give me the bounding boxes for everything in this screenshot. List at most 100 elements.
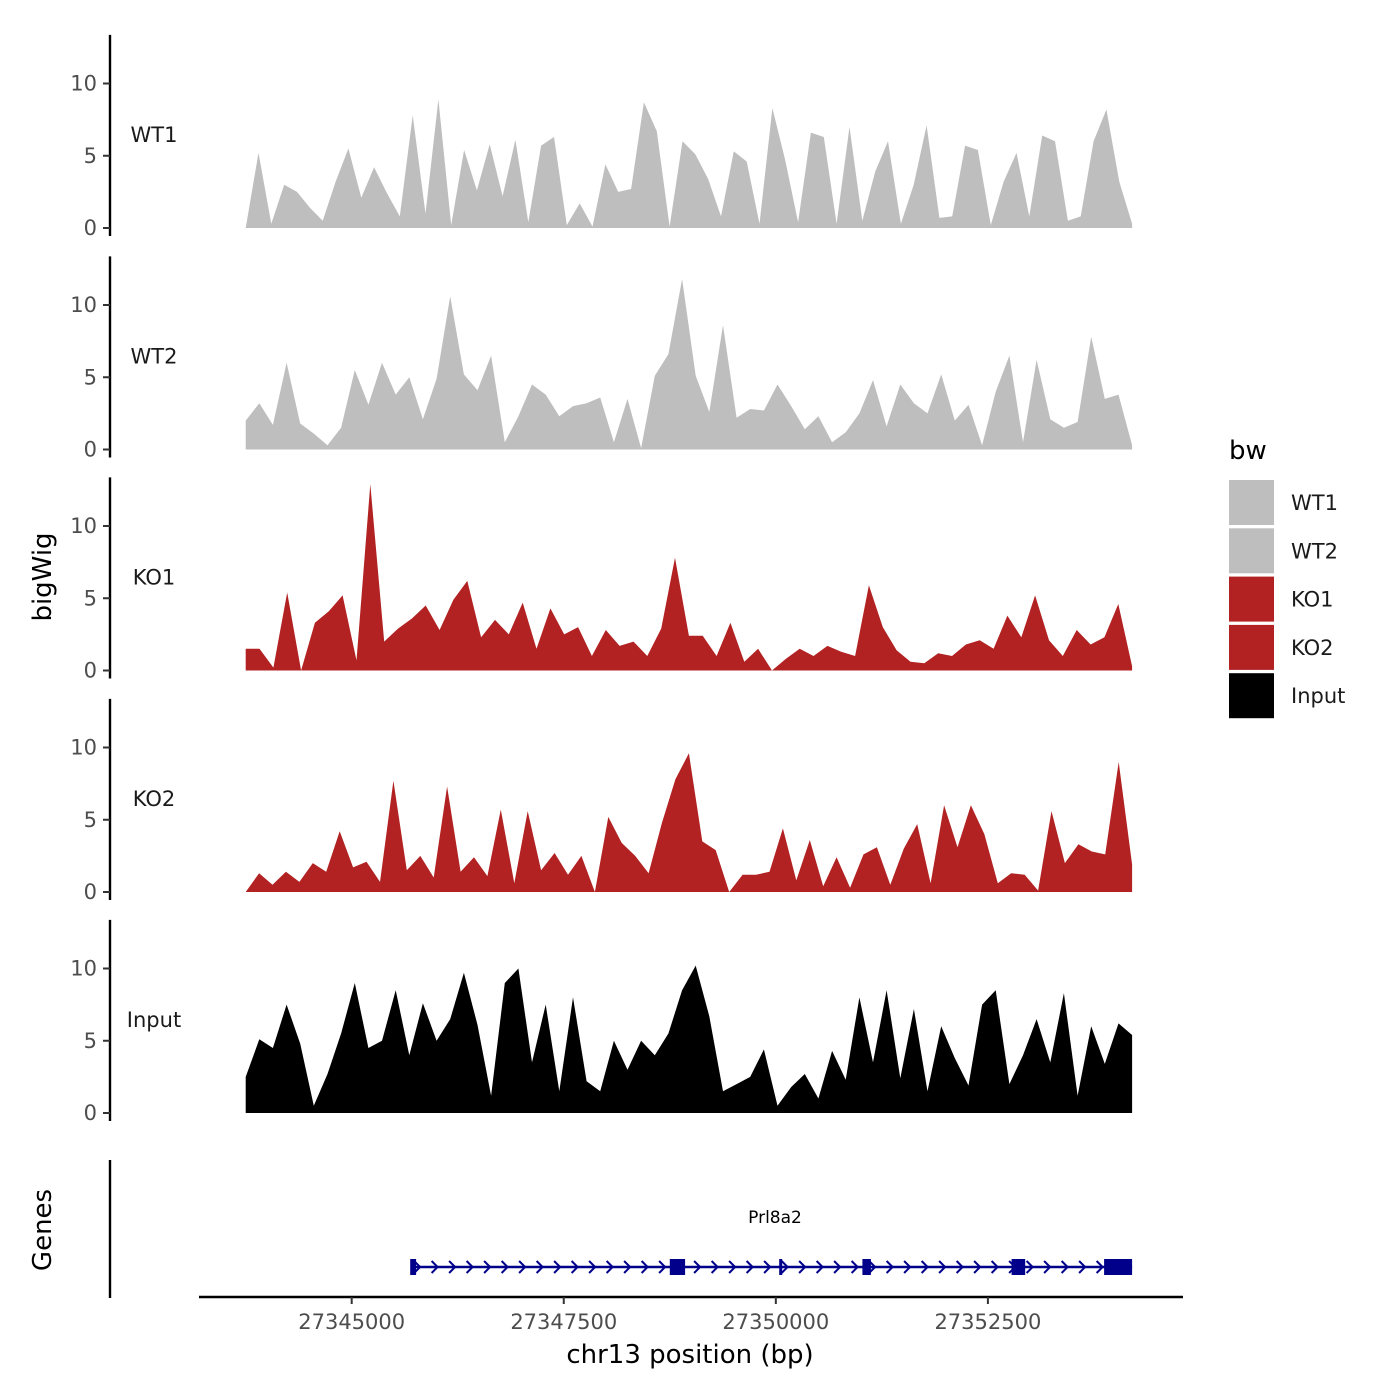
strand-arrow [903,1260,912,1274]
strand-arrow [798,1260,807,1274]
x-tick-label: 27347500 [510,1310,617,1334]
strand-arrow [780,1260,790,1274]
y-tick-label: 5 [84,808,97,832]
x-axis-title: chr13 position (bp) [566,1340,813,1370]
legend-label: KO2 [1291,636,1334,660]
legend-label: WT2 [1291,539,1338,563]
y-tick-label: 0 [84,880,97,904]
y-axis-title: bigWig [28,532,58,621]
legend-item-wt1: WT1 [1229,480,1338,525]
y-tick-label: 0 [84,216,97,240]
strand-arrow [938,1260,947,1274]
legend-item-ko1: KO1 [1229,576,1334,622]
strand-arrow [623,1260,632,1274]
x-axis: chr13 position (bp) 27345000 27347500 2735… [199,1295,1183,1370]
x-tick-label: 27345000 [298,1310,405,1334]
strand-arrow [955,1260,965,1274]
strand-arrow [990,1260,1000,1274]
track-label: KO2 [133,787,176,811]
x-tick-label: 27350000 [722,1310,829,1334]
legend-item-ko2: KO2 [1229,624,1334,670]
strand-arrow [1025,1260,1035,1274]
strand-arrow [500,1260,510,1274]
track-input: 0 5 10 Input [70,919,1133,1125]
strand-arrow [535,1260,545,1274]
track-label: KO1 [133,566,176,590]
strand-arrow [465,1260,475,1274]
strand-arrow [833,1260,842,1274]
genes-track: Prl8a2 [108,1160,1133,1298]
exon [779,1259,783,1275]
y-tick-label: 5 [84,1029,97,1053]
track-ko2: 0 5 10 KO2 [70,698,1133,904]
exon [862,1259,871,1275]
track-wt2: 0 5 10 WT2 [70,256,1133,462]
strand-arrow [850,1260,860,1274]
strand-arrow [658,1260,667,1274]
strand-arrow [973,1260,982,1274]
strand-arrow [518,1260,527,1274]
strand-arrow [430,1260,440,1274]
strand-arrow [570,1260,580,1274]
strand-arrow [553,1260,562,1274]
strand-arrow [640,1260,650,1274]
y-tick-label: 0 [84,1101,97,1125]
legend-label: KO1 [1291,588,1334,612]
track-label: WT2 [131,345,178,369]
genes-axis-title: Genes [28,1189,58,1271]
legend-swatch [1229,576,1274,622]
coverage-area [245,279,1133,450]
coverage-area [245,965,1133,1113]
legend-swatch [1229,673,1274,719]
y-tick-label: 5 [84,586,97,610]
coverage-area [245,484,1133,671]
legend-label: Input [1291,684,1345,708]
track-ko1: 0 5 10 KO1 [70,477,1133,683]
strand-arrow [1060,1260,1070,1274]
y-tick-label: 10 [70,736,97,760]
exon [410,1259,417,1275]
legend-label: WT1 [1291,491,1338,515]
coverage-tracks: 0 5 10 WT1 0 5 10 WT2 0 5 10 KO1 0 5 10 KO2 0 5 10 Input [70,34,1133,1125]
legend: bw WT1 WT2 KO1 KO2 Input [1229,436,1345,719]
legend-swatch [1229,528,1274,574]
x-tick-label: 27352500 [934,1310,1041,1334]
strand-arrow [920,1260,930,1274]
exon [1011,1259,1026,1275]
strand-arrow [1078,1260,1087,1274]
y-tick-label: 10 [70,514,97,538]
legend-item-input: Input [1229,673,1345,719]
strand-arrow [448,1260,457,1274]
exon [669,1259,686,1275]
strand-arrow [885,1260,895,1274]
strand-arrow [868,1260,877,1274]
legend-item-wt2: WT2 [1229,528,1338,574]
strand-arrow [693,1260,702,1274]
strand-arrow [728,1260,737,1274]
strand-arrow [1095,1260,1105,1274]
y-tick-label: 10 [70,957,97,981]
track-wt1: 0 5 10 WT1 [70,34,1133,240]
y-tick-label: 5 [84,365,97,389]
coverage-area [245,99,1133,229]
legend-swatch [1229,480,1274,525]
strand-arrow [605,1260,615,1274]
exon [1104,1259,1133,1275]
y-tick-label: 0 [84,438,97,462]
strand-arrow [483,1260,492,1274]
strand-arrow [763,1260,772,1274]
legend-title: bw [1229,436,1267,466]
strand-arrow [815,1260,825,1274]
y-tick-label: 10 [70,293,97,317]
legend-swatch [1229,624,1274,670]
coverage-area [245,753,1133,892]
y-tick-label: 0 [84,659,97,683]
gene-label: Prl8a2 [748,1208,802,1228]
strand-arrow [588,1260,597,1274]
strand-arrow [745,1260,755,1274]
strand-arrow [1043,1260,1052,1274]
y-tick-label: 10 [70,72,97,96]
track-label: WT1 [131,123,178,147]
y-tick-label: 5 [84,144,97,168]
